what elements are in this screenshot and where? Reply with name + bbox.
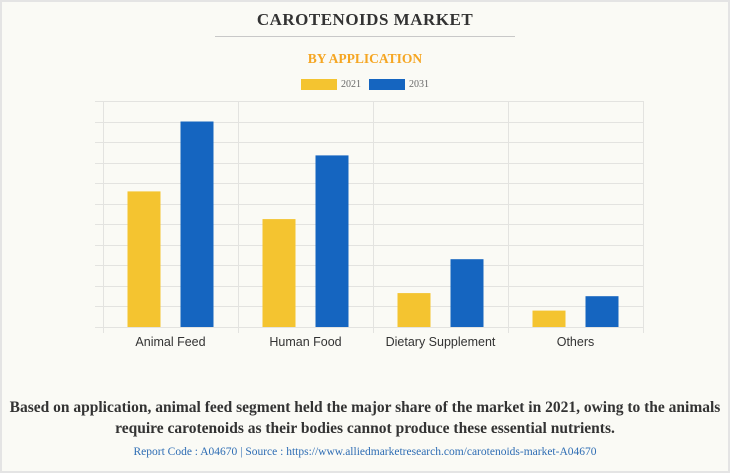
chart-title: CAROTENOIDS MARKET xyxy=(256,10,474,29)
x-axis-labels: Animal Feed Human Food Dietary Supplement O… xyxy=(135,335,594,349)
bar-2021-others[interactable] xyxy=(532,310,566,327)
bar-2031-others[interactable] xyxy=(585,296,619,327)
x-tick-label: Others xyxy=(557,335,595,349)
legend-label-2031: 2031 xyxy=(409,79,429,90)
legend-item-2031[interactable]: 2031 xyxy=(369,79,429,90)
bar-2021-animal-feed[interactable] xyxy=(127,191,161,327)
chart-caption: Based on application, animal feed segmen… xyxy=(9,399,721,437)
chart-subtitle: BY APPLICATION xyxy=(307,51,423,66)
bar-2031-dietary-supplement[interactable] xyxy=(450,259,484,327)
x-tick-label: Human Food xyxy=(269,335,341,349)
bar-2021-human-food[interactable] xyxy=(262,219,296,327)
title-divider xyxy=(215,36,515,37)
source-line[interactable]: Report Code : A04670 | Source : https://… xyxy=(133,446,597,458)
legend-swatch-2031 xyxy=(369,79,405,90)
bar-2031-human-food[interactable] xyxy=(315,155,349,327)
legend-swatch-2021 xyxy=(301,79,337,90)
bar-2021-dietary-supplement[interactable] xyxy=(397,293,431,327)
x-tick-label: Animal Feed xyxy=(135,335,205,349)
legend: 2021 2031 xyxy=(0,79,730,90)
grid-lines xyxy=(95,101,644,333)
legend-label-2021: 2021 xyxy=(341,79,361,90)
legend-item-2021[interactable]: 2021 xyxy=(301,79,361,90)
bars xyxy=(127,121,619,328)
bar-2031-animal-feed[interactable] xyxy=(180,121,214,328)
x-tick-label: Dietary Supplement xyxy=(386,335,496,349)
